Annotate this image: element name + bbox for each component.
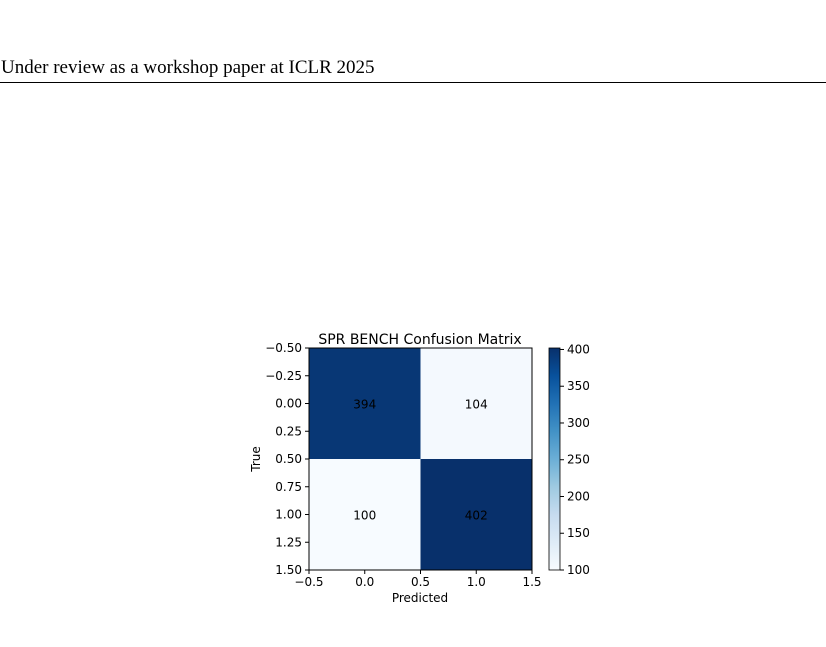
colorbar-tick-label: 100 <box>567 563 590 577</box>
cell-value-label: 104 <box>465 398 488 412</box>
heatmap-cell <box>309 459 421 570</box>
y-tick-label: 0.00 <box>275 397 302 411</box>
y-tick-label: −0.50 <box>265 341 302 355</box>
y-tick-label: 1.00 <box>275 508 302 522</box>
colorbar-tick-label: 300 <box>567 416 590 430</box>
y-tick-label: 0.25 <box>275 424 302 438</box>
cell-value-label: 100 <box>353 509 376 523</box>
colorbar-tick-label: 350 <box>567 379 590 393</box>
colorbar-tick-label: 200 <box>567 489 590 503</box>
colorbar-tick-label: 250 <box>567 453 590 467</box>
x-axis-label: Predicted <box>392 591 448 605</box>
heatmap-cell <box>309 348 421 459</box>
chart-title: SPR BENCH Confusion Matrix <box>318 332 521 348</box>
y-tick-label: 0.50 <box>275 452 302 466</box>
y-tick-label: 0.75 <box>275 480 302 494</box>
y-tick-label: −0.25 <box>265 369 302 383</box>
x-tick-label: 0.0 <box>355 575 374 589</box>
x-tick-label: 1.0 <box>467 575 486 589</box>
colorbar-tick-label: 400 <box>567 342 590 356</box>
paper-header: Under review as a workshop paper at ICLR… <box>0 56 826 83</box>
y-tick-label: 1.50 <box>275 563 302 577</box>
header-text: Under review as a workshop paper at ICLR… <box>1 57 375 78</box>
heatmap-cell <box>420 459 532 570</box>
x-tick-label: 1.5 <box>522 575 541 589</box>
colorbar <box>548 347 561 571</box>
colorbar-tick-label: 150 <box>567 526 590 540</box>
y-tick-label: 1.25 <box>275 535 302 549</box>
x-tick-label: 0.5 <box>411 575 430 589</box>
y-axis-label: True <box>249 446 263 473</box>
cell-value-label: 402 <box>465 509 488 523</box>
heatmap-cell <box>420 348 532 459</box>
x-tick-label: −0.5 <box>294 575 323 589</box>
cell-value-label: 394 <box>353 398 376 412</box>
